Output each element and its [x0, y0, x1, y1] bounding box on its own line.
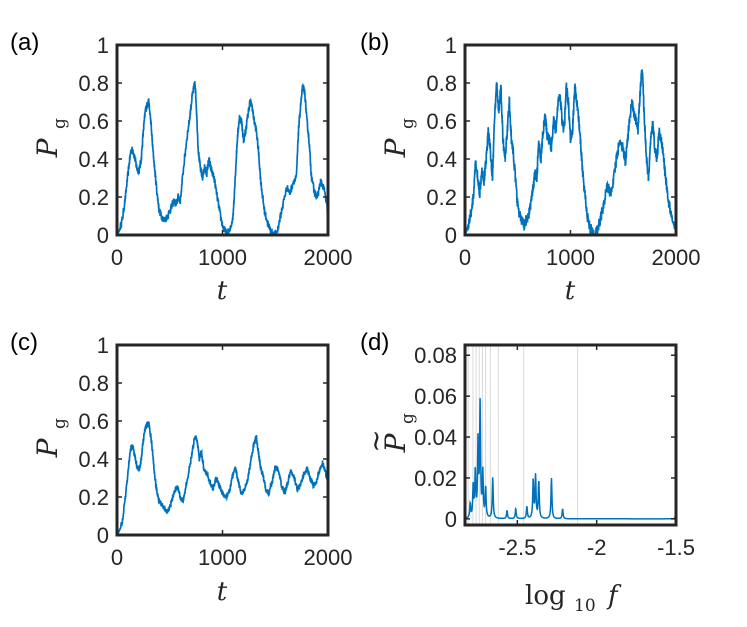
- panel-b-ytick-label: 0.8: [426, 71, 457, 96]
- panel-d-xlabel: log 10 f: [525, 581, 622, 616]
- panel-d-ylabel-accent: ~: [359, 429, 392, 452]
- panel-b-xtick-label: 2000: [652, 245, 701, 270]
- panel-c-axes-box: [115, 343, 330, 537]
- panel-b-ylabel-sub: g: [398, 118, 418, 129]
- panel-a-ylabel-sub: g: [50, 118, 70, 129]
- panel-b-ytick-label: 0.6: [426, 109, 457, 134]
- panel-d-ytick-label: 0.02: [414, 466, 457, 491]
- panel-c-ylabel-main: P: [31, 437, 64, 458]
- panel-d-xtick-label: -2: [587, 535, 607, 560]
- panel-d-ytick-label: 0.08: [414, 343, 457, 368]
- panel-b-label: (b): [360, 29, 389, 56]
- panel-d-xtick-label: -2.5: [498, 535, 536, 560]
- panel-b-ytick-label: 0.4: [426, 147, 457, 172]
- panel-a-ytick-label: 0.8: [78, 71, 109, 96]
- panel-c-ylabel-sub: g: [50, 418, 70, 429]
- panel-a-ytick-label: 0.2: [78, 185, 109, 210]
- panel-a-ylabel: P g: [31, 118, 70, 158]
- panel-c-ytick-label: 0.6: [78, 409, 109, 434]
- panel-d: -2.5 -2 -1.5 0 0.02 0.04 0.06 0.08 (d) log 10 …: [359, 329, 695, 616]
- panel-a-xlabel: t: [217, 276, 228, 306]
- panel-d-ytick-label: 0.04: [414, 425, 457, 450]
- panel-c: 0 1000 2000 0 0.2 0.4 0.6 0.8 1 (c) t P g: [10, 329, 352, 607]
- panel-b-xtick-label: 1000: [546, 245, 595, 270]
- panel-d-xlabel-sub: 10: [574, 596, 596, 616]
- panel-b-ylabel: P g: [379, 118, 418, 158]
- panel-a-ytick-label: 1: [97, 33, 109, 58]
- panel-b-ylabel-main: P: [379, 137, 412, 158]
- panel-b-xtick-label: 0: [459, 245, 471, 270]
- panel-c-xlabel: t: [217, 577, 228, 607]
- panel-b-ytick-label: 1: [445, 33, 457, 58]
- panel-d-label: (d): [360, 329, 389, 356]
- panel-a-ytick-label: 0.6: [78, 109, 109, 134]
- panel-d-ylabel-sub: g: [398, 413, 418, 424]
- panel-c-xtick-label: 2000: [304, 545, 353, 570]
- panel-c-ylabel: P g: [31, 418, 70, 458]
- panel-c-ytick-label: 0.2: [78, 485, 109, 510]
- panel-d-xlabel-main: log: [525, 581, 566, 611]
- panel-d-ylabel: P g ~: [359, 413, 418, 453]
- panel-b: 0 1000 2000 0 0.2 0.4 0.6 0.8 1 (b) t P g: [360, 29, 700, 306]
- panel-a-ytick-label: 0.4: [78, 147, 109, 172]
- panel-c-ytick-label: 0.4: [78, 447, 109, 472]
- panel-a-label: (a): [10, 29, 39, 56]
- panel-c-label: (c): [10, 329, 38, 356]
- panel-c-ytick-label: 1: [97, 333, 109, 358]
- panel-d-ytick-label: 0.06: [414, 384, 457, 409]
- panel-d-series-line: [465, 398, 676, 520]
- panel-a-series-line: [117, 81, 328, 235]
- panel-a: 0 1000 2000 0 0.2 0.4 0.6 0.8 1 (a) t P g: [10, 29, 352, 306]
- panel-b-ytick-label: 0: [445, 223, 457, 248]
- panel-a-xtick-label: 1000: [198, 245, 247, 270]
- panel-d-xlabel-var: f: [606, 581, 622, 611]
- panel-b-series-line: [465, 69, 676, 235]
- panel-c-xtick-label: 1000: [198, 545, 247, 570]
- panel-a-axes-box: [115, 43, 330, 237]
- panel-a-ylabel-main: P: [31, 137, 64, 158]
- panel-d-xtick-label: -1.5: [657, 535, 695, 560]
- panel-c-series-line: [117, 421, 328, 535]
- panel-b-xlabel: t: [565, 276, 576, 306]
- panel-a-ytick-label: 0: [97, 223, 109, 248]
- panel-a-xtick-label: 0: [111, 245, 123, 270]
- panel-c-ytick-label: 0.8: [78, 371, 109, 396]
- panel-c-ytick-label: 0: [97, 523, 109, 548]
- panel-c-xtick-label: 0: [111, 545, 123, 570]
- panel-d-ytick-label: 0: [445, 507, 457, 532]
- panel-b-ytick-label: 0.2: [426, 185, 457, 210]
- panel-d-ylabel-main: P: [379, 432, 412, 453]
- panel-a-xtick-label: 2000: [304, 245, 353, 270]
- panel-d-axes-box: [463, 343, 678, 527]
